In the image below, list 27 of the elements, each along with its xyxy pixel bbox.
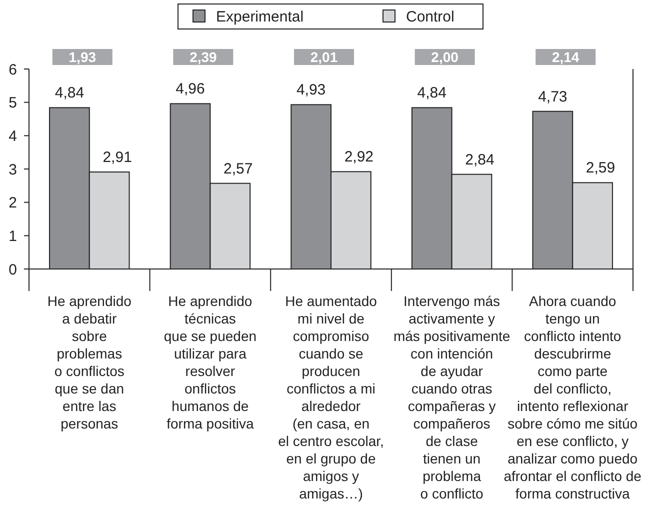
data-label: 2,59: [586, 160, 616, 177]
text: 2,01: [310, 49, 338, 66]
y-tick-label: 0: [8, 261, 17, 278]
y-tick-label: 5: [8, 94, 17, 112]
data-label: 4,84: [417, 84, 446, 102]
data-label: 4,93: [296, 82, 326, 99]
data-label: 2,84: [465, 151, 494, 168]
x-tick-label: He aprendido a debatir sobre problemas o conflictos que se dan entre las personas: [47, 293, 132, 432]
y-tick-label: 4: [8, 128, 17, 145]
text: 1,93: [68, 49, 96, 66]
data-label: 2,91: [102, 149, 132, 166]
data-label: 2,57: [224, 160, 253, 178]
y-tick-label: 6: [8, 61, 17, 78]
legend-label: Control: [406, 8, 454, 26]
legend-label: Experimental: [216, 8, 304, 26]
y-tick-label: 2: [8, 194, 17, 212]
text: 2,39: [190, 49, 218, 66]
category-label: He aumentado mi nivel de compromiso cuando se producen conflictos a mi alrededor (en casa, en el centro escolar, en el grupo de amigos y amigas…): [278, 293, 384, 502]
y-tick-label: 1: [8, 228, 17, 245]
text: 2,00: [431, 49, 459, 66]
data-label: 4,73: [538, 88, 568, 106]
data-label: 4,96: [176, 80, 205, 98]
data-label: 2,92: [344, 148, 374, 166]
data-label: 4,84: [54, 84, 84, 102]
x-tick-label: He aprendido técnicas que se pueden utilizar para resolver onflictos humanos de forma positiva: [164, 293, 257, 432]
y-tick-label: 3: [8, 161, 17, 178]
text: 2,14: [552, 49, 580, 66]
